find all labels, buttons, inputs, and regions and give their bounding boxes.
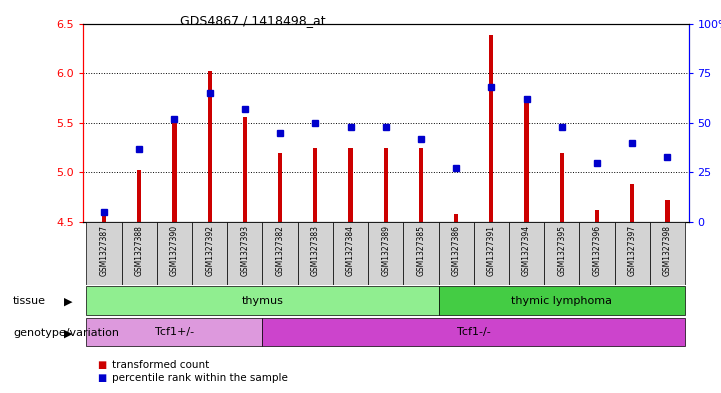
- Bar: [454, 214, 459, 222]
- Text: GSM1327390: GSM1327390: [170, 225, 179, 276]
- Text: thymus: thymus: [242, 296, 283, 306]
- Text: ■: ■: [97, 360, 107, 370]
- Text: tissue: tissue: [13, 296, 46, 307]
- Bar: [509, 222, 544, 285]
- Bar: [87, 286, 438, 315]
- Text: GSM1327393: GSM1327393: [240, 225, 249, 276]
- Bar: [438, 286, 685, 315]
- Text: GSM1327387: GSM1327387: [99, 225, 109, 276]
- Bar: [208, 71, 212, 222]
- Bar: [227, 222, 262, 285]
- Bar: [544, 222, 580, 285]
- Bar: [403, 222, 438, 285]
- Bar: [630, 184, 634, 222]
- Text: GSM1327391: GSM1327391: [487, 225, 496, 276]
- Bar: [157, 222, 192, 285]
- Bar: [368, 222, 403, 285]
- Bar: [87, 318, 262, 346]
- Bar: [262, 318, 685, 346]
- Text: GSM1327395: GSM1327395: [557, 225, 566, 276]
- Bar: [333, 222, 368, 285]
- Text: ■: ■: [97, 373, 107, 383]
- Bar: [348, 148, 353, 222]
- Text: GSM1327398: GSM1327398: [663, 225, 672, 276]
- Text: GSM1327386: GSM1327386: [451, 225, 461, 276]
- Bar: [650, 222, 685, 285]
- Text: percentile rank within the sample: percentile rank within the sample: [112, 373, 288, 383]
- Text: GSM1327382: GSM1327382: [275, 225, 285, 276]
- Text: GSM1327385: GSM1327385: [417, 225, 425, 276]
- Text: GSM1327389: GSM1327389: [381, 225, 390, 276]
- Bar: [384, 148, 388, 222]
- Bar: [559, 152, 564, 222]
- Text: genotype/variation: genotype/variation: [13, 328, 119, 338]
- Bar: [122, 222, 157, 285]
- Bar: [595, 210, 599, 222]
- Bar: [313, 148, 317, 222]
- Bar: [490, 35, 493, 222]
- Text: ▶: ▶: [64, 296, 73, 307]
- Bar: [137, 171, 141, 222]
- Text: GSM1327394: GSM1327394: [522, 225, 531, 276]
- Bar: [298, 222, 333, 285]
- Text: ▶: ▶: [64, 328, 73, 338]
- Text: GSM1327396: GSM1327396: [593, 225, 601, 276]
- Bar: [192, 222, 227, 285]
- Bar: [172, 123, 177, 222]
- Bar: [614, 222, 650, 285]
- Bar: [102, 214, 106, 222]
- Bar: [665, 200, 670, 222]
- Bar: [243, 117, 247, 222]
- Text: transformed count: transformed count: [112, 360, 209, 370]
- Bar: [524, 96, 528, 222]
- Bar: [87, 222, 122, 285]
- Bar: [438, 222, 474, 285]
- Bar: [580, 222, 614, 285]
- Text: thymic lymphoma: thymic lymphoma: [511, 296, 612, 306]
- Bar: [474, 222, 509, 285]
- Text: Tcf1-/-: Tcf1-/-: [457, 327, 490, 337]
- Text: GSM1327384: GSM1327384: [346, 225, 355, 276]
- Text: Tcf1+/-: Tcf1+/-: [155, 327, 194, 337]
- Text: GSM1327383: GSM1327383: [311, 225, 320, 276]
- Bar: [419, 148, 423, 222]
- Text: GSM1327392: GSM1327392: [205, 225, 214, 276]
- Text: GSM1327397: GSM1327397: [628, 225, 637, 276]
- Text: GSM1327388: GSM1327388: [135, 225, 143, 276]
- Bar: [262, 222, 298, 285]
- Bar: [278, 152, 282, 222]
- Text: GDS4867 / 1418498_at: GDS4867 / 1418498_at: [180, 14, 325, 27]
